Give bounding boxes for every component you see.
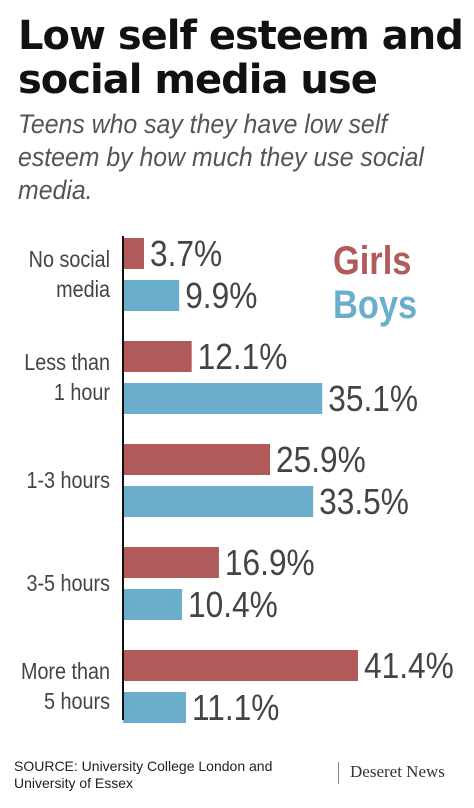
category-label: No social xyxy=(29,247,110,273)
data-label: 33.5% xyxy=(319,482,409,522)
data-label: 35.1% xyxy=(328,379,418,419)
category-label: Less than xyxy=(24,350,110,376)
data-label: 12.1% xyxy=(198,337,288,377)
subtitle-line-2: esteem by how much they use social xyxy=(18,142,424,172)
data-label: 3.7% xyxy=(150,234,222,274)
girls-bar xyxy=(123,238,145,269)
category-label: 3-5 hours xyxy=(26,571,110,597)
boys-bar xyxy=(123,280,180,311)
data-label: 10.4% xyxy=(188,585,278,625)
title-line-2: social media use xyxy=(18,57,378,103)
brand-logo-text: Deseret News xyxy=(350,762,445,781)
data-label: 25.9% xyxy=(276,440,366,480)
data-label: 9.9% xyxy=(185,276,257,316)
chart-title: Low self esteem and social media use xyxy=(18,14,468,102)
category-label: 1-3 hours xyxy=(26,468,110,494)
girls-bar xyxy=(123,650,358,681)
data-label: 11.1% xyxy=(192,688,279,728)
boys-bar xyxy=(123,486,314,517)
category-label: 1 hour xyxy=(54,380,110,406)
girls-bar xyxy=(123,444,271,475)
category-label: media xyxy=(56,277,110,303)
source-line-2: University of Essex xyxy=(14,775,134,791)
title-line-1: Low self esteem and xyxy=(18,13,464,59)
boys-bar xyxy=(123,692,187,723)
girls-bar xyxy=(123,547,219,578)
category-label: More than xyxy=(21,659,110,685)
data-label: 16.9% xyxy=(225,543,315,583)
boys-bar xyxy=(123,589,183,620)
chart-subtitle: Teens who say they have low self esteem … xyxy=(18,108,432,207)
bar-chart: No social media 3.7%9.9% Less than 1 hour 12.… xyxy=(21,234,454,728)
subtitle-line-3: media. xyxy=(18,175,93,205)
boys-bar xyxy=(123,383,323,414)
source-line-1: SOURCE: University College London and xyxy=(14,758,273,774)
legend-girls: Girls xyxy=(333,237,411,282)
data-label: 41.4% xyxy=(364,646,454,686)
legend-boys: Boys xyxy=(333,281,417,326)
footer-divider xyxy=(338,762,339,784)
source-note: SOURCE: University College London and Un… xyxy=(14,758,274,792)
category-label: 5 hours xyxy=(44,689,110,715)
subtitle-line-1: Teens who say they have low self xyxy=(18,109,388,139)
girls-bar xyxy=(123,341,192,372)
